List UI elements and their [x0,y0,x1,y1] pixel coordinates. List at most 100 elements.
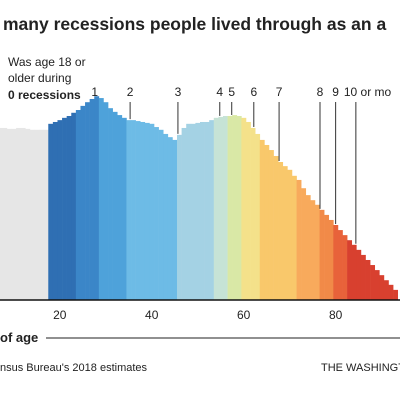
bar [39,129,44,300]
bar [383,280,389,300]
bar [278,162,284,300]
bar [62,117,67,300]
recession-label: 4 [216,85,223,99]
credit: THE WASHINGTON [321,362,400,374]
bar [121,117,127,300]
bar [296,179,302,300]
bar [356,249,362,300]
bar [227,116,233,300]
bar [222,116,228,300]
bar [158,129,164,300]
bar [370,265,376,300]
bar [342,235,348,300]
bar [181,127,187,301]
bar [232,115,238,300]
bar [287,169,293,300]
bar [190,123,196,300]
bar [80,105,86,300]
recession-label: 5 [228,85,235,99]
bar [213,117,219,300]
bar [204,121,210,300]
bar [195,122,201,301]
bar [144,122,150,301]
bar [117,115,123,300]
bar [103,102,109,300]
bar [259,139,265,300]
bar [149,123,155,300]
bar [131,120,136,300]
bar [360,254,366,300]
bar [273,156,279,300]
recession-label: 10 or mo [344,85,392,99]
bar [177,134,182,300]
bar [333,225,339,300]
recession-label: 6 [250,85,257,99]
note: Was age 18 or [8,55,86,69]
bar [71,112,77,300]
source: nsus Bureau's 2018 estimates [0,362,148,374]
bar [0,127,3,301]
recession-label: 1 [91,85,98,99]
bar [57,120,63,300]
recession-label: 9 [332,85,339,99]
bar [310,200,316,300]
bar [250,127,256,301]
bar [94,96,100,300]
bar [16,127,21,301]
bar [347,240,353,300]
x-tick-label: 60 [237,308,251,322]
bar [209,120,215,300]
bar [393,289,399,300]
bar [6,128,12,300]
bar [34,129,40,300]
bar [268,150,274,300]
bar [66,116,72,300]
chart-title: many recessions people lived through as … [3,14,386,34]
bar [282,166,288,300]
note: older during [8,71,71,85]
bar [374,270,380,300]
bar [241,117,247,300]
bar [140,121,146,300]
bar [264,144,270,300]
bar [388,284,394,300]
bar [126,120,132,300]
bar [186,123,192,300]
x-tick-label: 80 [329,308,343,322]
bar [200,121,205,300]
bar [89,98,95,300]
bar [163,133,169,300]
bar [48,123,54,300]
bar [52,121,58,300]
bar [25,128,31,300]
bar [291,175,297,300]
bar [2,127,8,301]
recession-label: 8 [317,85,324,99]
bar [324,214,330,300]
bar [305,195,311,300]
bar [337,230,343,300]
note-bold: 0 recessions [8,88,81,102]
bar [351,244,357,300]
bar [314,204,320,300]
bar [167,137,173,300]
bar [218,116,224,300]
bar [172,139,178,300]
recession-label: 2 [127,85,134,99]
x-axis-label: of age [0,330,38,345]
bar [379,275,385,300]
bar [11,128,17,300]
bar [255,133,261,300]
bar [365,259,371,300]
bar [85,102,90,300]
bar [43,129,49,300]
bar [112,111,118,300]
bar [98,98,104,300]
bar [245,121,251,300]
bar [29,129,35,300]
bar [135,121,141,300]
bar [319,209,325,300]
recession-label: 3 [175,85,182,99]
recession-label: 7 [276,85,283,99]
